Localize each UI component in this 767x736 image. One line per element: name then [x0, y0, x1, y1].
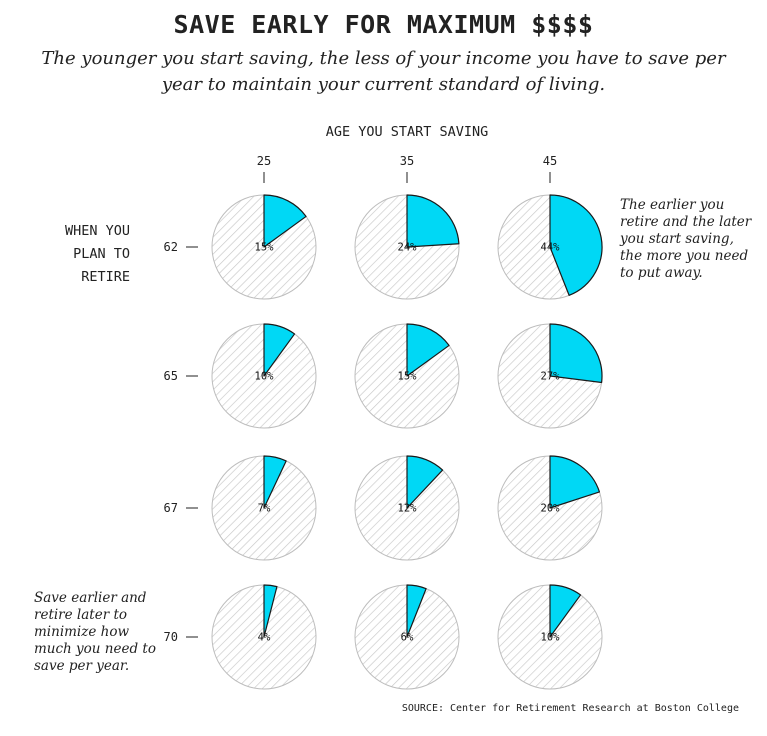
pie-slice-retire-70-start-45: [549, 584, 582, 638]
pie-slice-retire-70-start-25: [263, 584, 278, 638]
x-axis-label: AGE YOU START SAVING: [325, 124, 489, 140]
annotation-left: Save earlier and retire later to minimiz…: [34, 590, 156, 674]
pie-slice-retire-62-start-25: [263, 194, 307, 248]
pie-slice-retire-70-start-35: [406, 584, 427, 638]
pie-label-retire-62-start-45: 44%: [541, 242, 561, 254]
y-tick-label-70: 70: [164, 630, 178, 644]
pie-slice-retire-65-start-45: [549, 323, 603, 384]
chart-subtitle: The younger you start saving, the less o…: [41, 48, 726, 95]
x-tick-label-25: 25: [257, 154, 271, 168]
pie-label-retire-70-start-35: 6%: [401, 632, 414, 644]
x-tick-label-35: 35: [400, 154, 414, 168]
y-tick-label-67: 67: [164, 501, 178, 515]
y-axis-label: WHEN YOU PLAN TO RETIRE: [64, 223, 130, 285]
pie-slice-retire-65-start-35: [406, 323, 450, 377]
y-tick-label-62: 62: [164, 240, 178, 254]
pie-label-retire-70-start-45: 10%: [541, 632, 561, 644]
pie-slice-retire-65-start-25: [263, 323, 296, 377]
annotation-right: The earlier you retire and the later you…: [620, 197, 752, 281]
pie-label-retire-65-start-45: 27%: [541, 371, 561, 383]
pie-slice-retire-67-start-25: [263, 455, 287, 509]
pie-slice-retire-67-start-45: [549, 455, 601, 509]
pie-label-retire-67-start-35: 12%: [398, 503, 418, 515]
pie-slice-retire-62-start-35: [406, 194, 460, 248]
pie-label-retire-62-start-35: 24%: [398, 242, 418, 254]
pie-label-retire-62-start-25: 15%: [255, 242, 275, 254]
x-tick-label-45: 45: [543, 154, 557, 168]
pie-slice-retire-67-start-35: [406, 455, 444, 509]
pie-slice-retire-62-start-45: [549, 194, 603, 296]
pie-label-retire-65-start-35: 15%: [398, 371, 418, 383]
pie-label-retire-65-start-25: 10%: [255, 371, 275, 383]
chart-title: SAVE EARLY FOR MAXIMUM $$$$: [173, 10, 594, 39]
pie-label-retire-67-start-25: 7%: [258, 503, 271, 515]
y-tick-label-65: 65: [164, 369, 178, 383]
pie-label-retire-67-start-45: 20%: [541, 503, 561, 515]
source-note: SOURCE: Center for Retirement Research a…: [401, 703, 739, 714]
pie-label-retire-70-start-25: 4%: [258, 632, 271, 644]
